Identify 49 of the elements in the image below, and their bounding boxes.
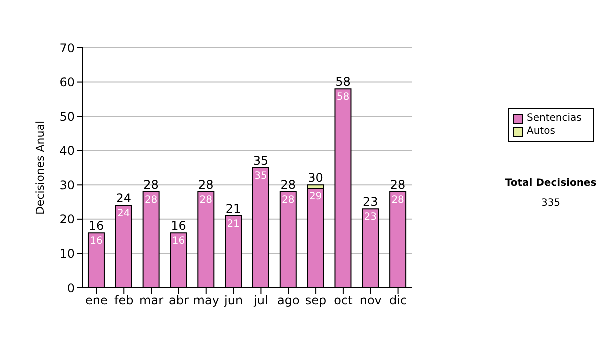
x-tick-label: oct	[334, 294, 354, 308]
data-label: 35	[254, 171, 268, 182]
x-tick-label: jul	[253, 294, 268, 308]
x-tick-label: mar	[140, 294, 164, 308]
total-label: 16	[88, 219, 104, 234]
data-label: 24	[118, 208, 130, 220]
text: Total Decisiones	[504, 178, 598, 189]
total-label: 24	[116, 192, 132, 206]
total-label: 21	[226, 202, 242, 216]
x-tick-label: nov	[360, 294, 382, 308]
data-label: 28	[392, 195, 404, 206]
total-label: 30	[308, 171, 324, 186]
y-tick-label: 70	[60, 41, 75, 56]
total-label: 28	[144, 178, 159, 192]
total-label: 28	[198, 178, 214, 192]
x-tick-label: ago	[277, 294, 300, 308]
y-axis-title: Decisiones Anual	[34, 120, 47, 216]
x-tick-label: may	[193, 294, 220, 308]
data-label: 16	[90, 236, 103, 248]
x-tick-label: abr	[169, 294, 189, 308]
total-label: 28	[390, 178, 406, 192]
x-tick-label: jun	[224, 294, 244, 308]
data-label: 28	[144, 195, 158, 206]
y-tick-label: 50	[60, 110, 75, 124]
data-label: 21	[227, 219, 240, 230]
y-tick-label: 0	[67, 281, 75, 296]
x-tick-label: ene	[86, 294, 108, 308]
y-tick-label: 30	[60, 178, 75, 192]
x-tick-label: sep	[305, 294, 327, 308]
data-label: 28	[282, 195, 295, 206]
legend-label: Autos	[527, 125, 556, 138]
y-tick-label: 60	[60, 76, 75, 90]
y-tick-label: 10	[60, 246, 75, 261]
x-tick-label: feb	[114, 294, 134, 308]
total-label: 58	[336, 75, 351, 90]
total-label: 23	[363, 195, 378, 210]
data-label: 23	[364, 212, 378, 224]
y-tick-label: 20	[60, 212, 75, 227]
x-tick-label: dic	[390, 294, 408, 308]
legend-label: Sentencias	[527, 112, 582, 125]
total-label: 16	[171, 219, 186, 234]
total-label: 35	[253, 154, 269, 168]
data-label: 28	[200, 195, 213, 206]
total-label: 28	[280, 178, 296, 192]
data-label: 16	[172, 236, 186, 248]
data-label: 58	[336, 92, 350, 104]
text: 335	[540, 198, 562, 209]
y-tick-label: 40	[60, 144, 75, 158]
data-label: 29	[309, 192, 322, 203]
